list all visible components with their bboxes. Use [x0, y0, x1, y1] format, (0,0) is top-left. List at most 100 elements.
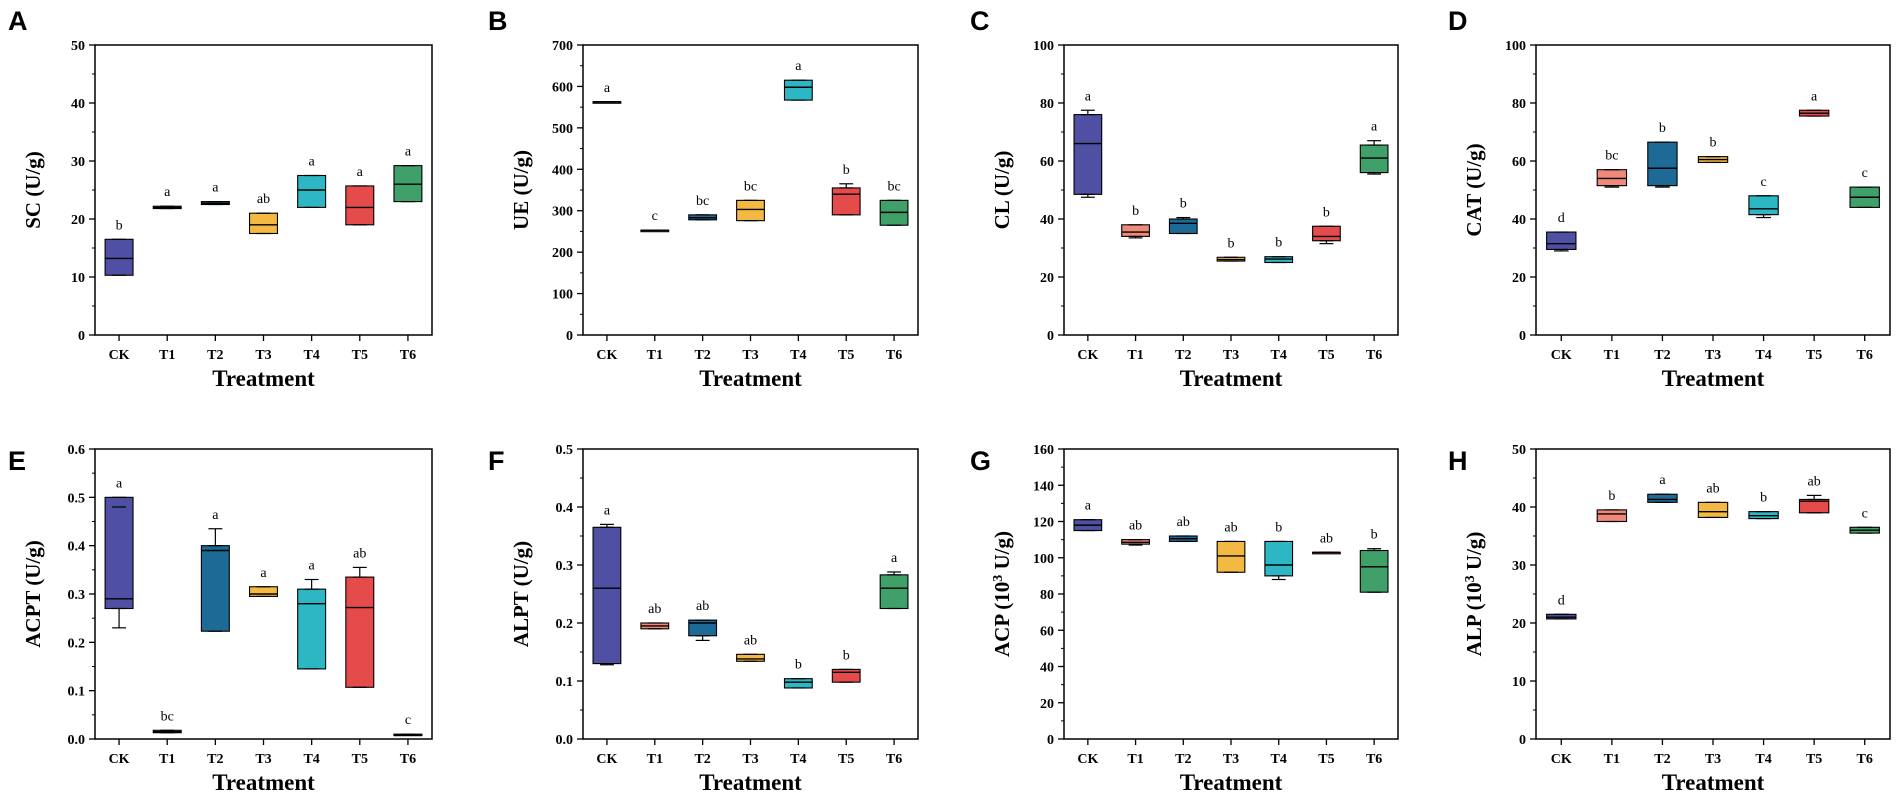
- panel-label-d: D: [1448, 6, 1468, 36]
- x-tick-label: T6: [1857, 348, 1873, 363]
- x-tick-label: T2: [694, 752, 710, 767]
- x-axis-title: Treatment: [212, 770, 315, 795]
- significance-letter: b: [1228, 236, 1235, 251]
- y-axis-title: CL (U/g): [990, 151, 1014, 230]
- box-t5: ab: [1798, 474, 1830, 514]
- significance-letter: bc: [1605, 149, 1618, 164]
- y-tick-label: 0: [1047, 733, 1054, 748]
- box-t2: ab: [688, 599, 718, 642]
- x-tick-label: T4: [303, 752, 319, 767]
- significance-letter: bc: [887, 179, 900, 194]
- plot-frame: [94, 44, 433, 336]
- y-tick-label: 20: [1512, 271, 1526, 286]
- x-tick-label: T1: [159, 752, 175, 767]
- box-t2: a: [200, 181, 230, 206]
- y-tick-label: 40: [1512, 213, 1526, 228]
- box-body: [297, 588, 327, 670]
- x-tick-label: T6: [400, 348, 416, 363]
- y-tick-label: 40: [1512, 501, 1526, 516]
- box-t6: c: [393, 713, 423, 737]
- box-body: [1596, 169, 1628, 187]
- box-t5: b: [1312, 205, 1341, 245]
- box-body: [879, 574, 909, 610]
- box-body: [1546, 231, 1577, 251]
- box-t6: a: [879, 551, 909, 610]
- box-body: [1748, 195, 1779, 216]
- box-body: [200, 545, 230, 632]
- x-tick-label: CK: [1551, 752, 1572, 767]
- y-tick-label: 400: [552, 163, 573, 178]
- y-tick-label: 140: [1033, 479, 1054, 494]
- y-tick-label: 0.2: [68, 636, 86, 651]
- y-tick-label: 0.5: [556, 443, 574, 458]
- x-tick-label: T2: [1175, 752, 1191, 767]
- y-tick-label: 0: [566, 329, 573, 344]
- x-tick-label: T5: [1806, 752, 1822, 767]
- significance-letter: b: [116, 218, 123, 233]
- x-tick-label: CK: [1077, 752, 1098, 767]
- plot-frame: [582, 448, 919, 740]
- y-tick-label: 20: [1512, 617, 1526, 632]
- x-tick-label: CK: [596, 752, 617, 767]
- significance-letter: ab: [1129, 519, 1142, 534]
- panel-label-a: A: [8, 6, 28, 36]
- x-tick-label: T6: [886, 752, 902, 767]
- box-ck: d: [1546, 211, 1577, 252]
- significance-letter: a: [116, 476, 123, 491]
- y-tick-label: 300: [552, 205, 573, 220]
- y-tick-label: 500: [552, 122, 573, 137]
- y-tick-label: 0.1: [68, 685, 86, 700]
- significance-letter: b: [1608, 489, 1615, 504]
- panel-b: B 0 100 200 300 400 500 600 700 CK T1 T2 T3 T4 T5 T6 Tre…: [488, 6, 919, 391]
- box-t1: bc: [1596, 149, 1628, 188]
- significance-letter: bc: [696, 194, 709, 209]
- y-axis-title: ALPT (U/g): [509, 541, 533, 647]
- panel-h: H 0 10 20 30 40 50 CK T1 T2 T3 T4 T5 T6 Treatment ALP (…: [1448, 443, 1891, 795]
- box-t1: bc: [152, 709, 182, 734]
- x-axis-title: Treatment: [1662, 770, 1765, 795]
- x-tick-label: CK: [1077, 348, 1098, 363]
- significance-letter: b: [1710, 136, 1717, 151]
- y-tick-label: 0: [1519, 733, 1526, 748]
- x-tick-label: T4: [790, 348, 806, 363]
- box-t1: a: [152, 185, 182, 210]
- x-tick-label: T3: [742, 348, 758, 363]
- box-t1: c: [640, 209, 670, 233]
- x-tick-label: CK: [109, 752, 130, 767]
- box-t2: b: [1647, 121, 1678, 188]
- significance-letter: a: [1811, 89, 1818, 104]
- panel-label-g: G: [970, 446, 991, 476]
- x-tick-label: T3: [1223, 348, 1239, 363]
- y-tick-label: 80: [1512, 97, 1526, 112]
- x-axis-title: Treatment: [1180, 366, 1283, 391]
- x-tick-label: T1: [1604, 752, 1620, 767]
- significance-letter: b: [843, 648, 850, 663]
- significance-letter: b: [1180, 197, 1187, 212]
- y-tick-label: 160: [1033, 443, 1054, 458]
- box-t6: a: [393, 145, 423, 203]
- y-tick-label: 200: [552, 246, 573, 261]
- box-t1: b: [1121, 204, 1150, 239]
- box-body: [1647, 141, 1678, 187]
- x-tick-label: T6: [1857, 752, 1873, 767]
- x-tick-label: T1: [1604, 348, 1620, 363]
- box-t4: b: [783, 658, 813, 689]
- significance-letter: ab: [1177, 515, 1190, 530]
- x-tick-label: T4: [303, 348, 319, 363]
- y-axis-title: UE (U/g): [509, 150, 533, 230]
- x-axis-title: Treatment: [699, 770, 802, 795]
- y-tick-label: 30: [71, 155, 85, 170]
- box-t2: a: [1647, 473, 1678, 503]
- y-tick-label: 20: [71, 213, 85, 228]
- x-tick-label: CK: [596, 348, 617, 363]
- y-tick-label: 100: [1033, 39, 1054, 54]
- significance-letter: b: [1760, 491, 1767, 506]
- box-t1: ab: [1121, 519, 1150, 546]
- box-t4: a: [297, 559, 327, 670]
- x-axis-title: Treatment: [699, 366, 802, 391]
- significance-letter: b: [1323, 205, 1330, 220]
- significance-letter: c: [1760, 175, 1766, 190]
- x-tick-label: T5: [838, 752, 854, 767]
- box-body: [104, 496, 134, 610]
- y-tick-label: 0.2: [556, 617, 574, 632]
